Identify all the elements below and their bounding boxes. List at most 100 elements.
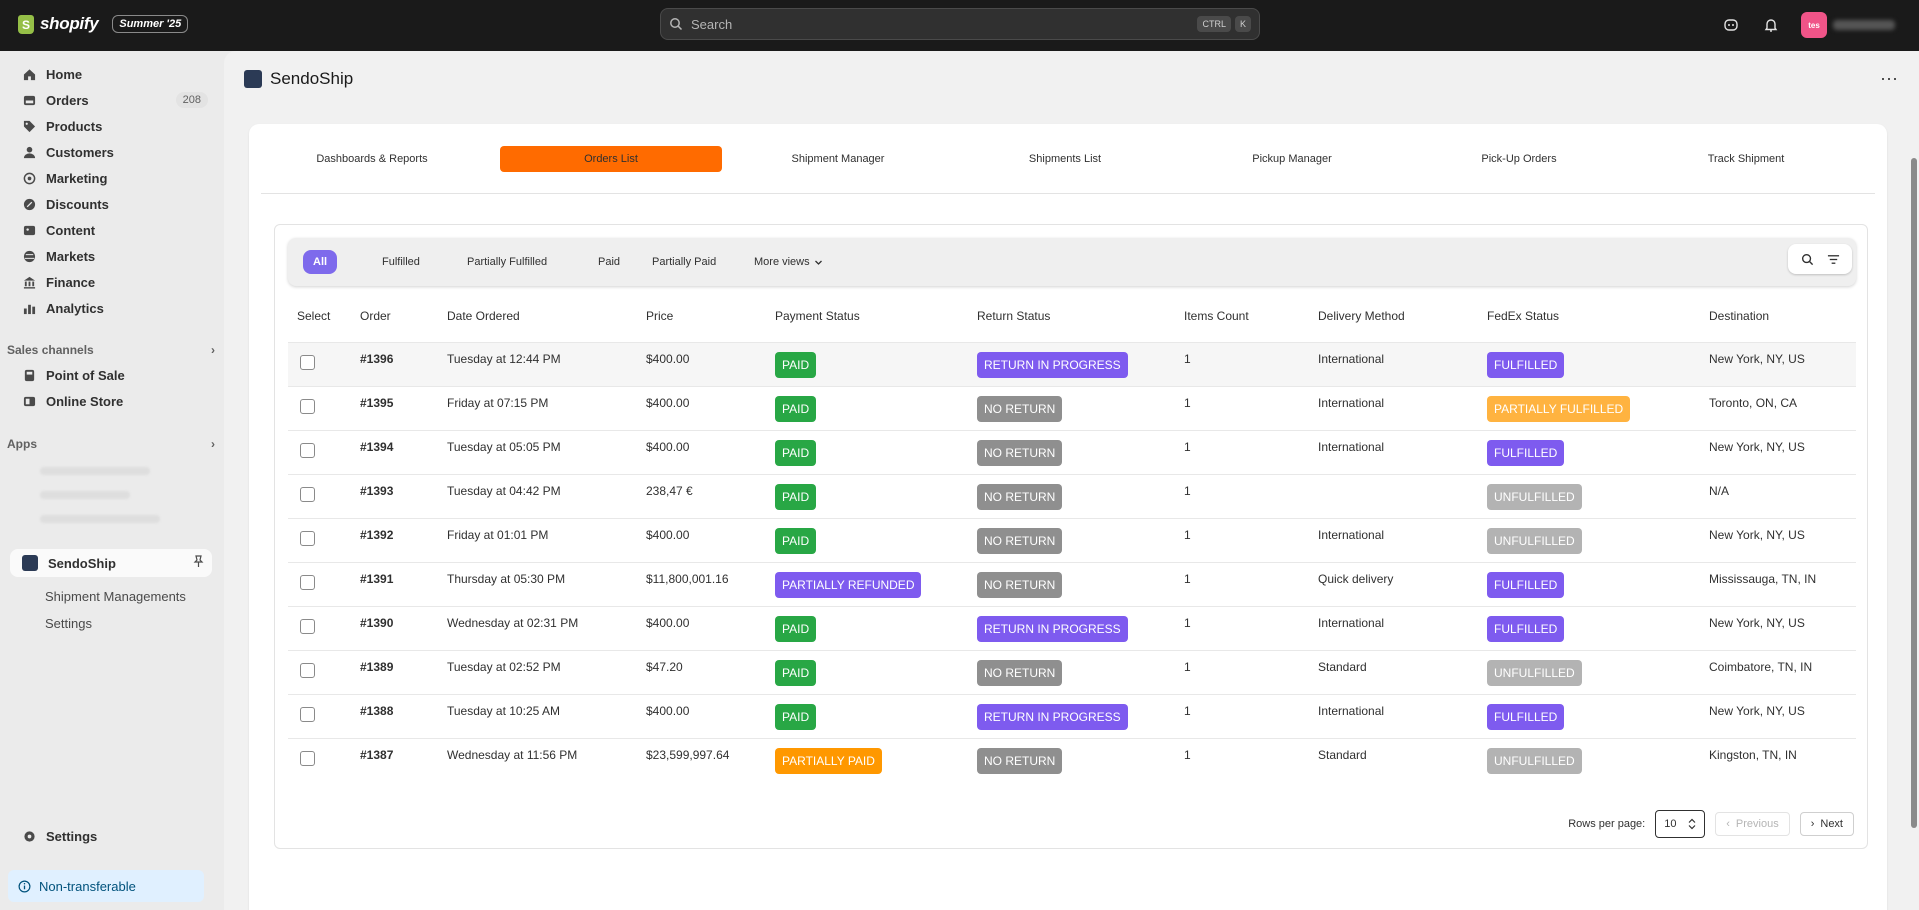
order-number[interactable]: #1393	[360, 484, 394, 498]
filter-all[interactable]: All	[303, 250, 338, 274]
search-bar[interactable]: Search CTRL K	[660, 8, 1260, 40]
sub-item-settings[interactable]: Settings	[45, 616, 92, 631]
delivery-method: International	[1318, 396, 1385, 410]
sidebar-item-content[interactable]: Content	[10, 217, 212, 243]
more-actions-icon[interactable]: ⋯	[1880, 69, 1899, 89]
order-number[interactable]: #1396	[360, 352, 394, 366]
shopify-logo[interactable]: S shopify Summer '25	[18, 14, 189, 34]
order-number[interactable]: #1390	[360, 616, 394, 630]
row-checkbox[interactable]	[300, 575, 315, 590]
table-row[interactable]: #1388 Tuesday at 10:25 AM $400.00 PAID RETUR…	[288, 694, 1856, 738]
sidebar-item-marketing[interactable]: Marketing	[10, 165, 212, 191]
previous-button[interactable]: ‹ Previous	[1715, 812, 1790, 836]
tab-pickup-manager[interactable]: Pickup Manager	[1252, 153, 1332, 165]
edition-badge[interactable]: Summer '25	[112, 15, 189, 33]
scrollbar-thumb[interactable]	[1911, 158, 1917, 828]
column-header: Destination	[1709, 309, 1770, 323]
apps-header[interactable]: Apps ›	[7, 437, 215, 451]
delivery-method: International	[1318, 616, 1385, 630]
search-filter-button[interactable]	[1788, 244, 1852, 274]
table-row[interactable]: #1389 Tuesday at 02:52 PM $47.20 PAID NO RET…	[288, 650, 1856, 694]
tab-shipments-list[interactable]: Shipments List	[1028, 153, 1102, 165]
sidebar-item-analytics[interactable]: Analytics	[10, 295, 212, 321]
tab-dashboards-reports[interactable]: Dashboards & Reports	[316, 153, 428, 165]
row-checkbox[interactable]	[300, 531, 315, 546]
sidebar-item-customers[interactable]: Customers	[10, 139, 212, 165]
items-count: 1	[1184, 660, 1191, 674]
tab-orders-list[interactable]: Orders List	[500, 146, 722, 172]
return-status-badge: NO RETURN	[977, 572, 1063, 598]
non-transferable-label: Non-transferable	[39, 878, 136, 894]
sidekick-icon[interactable]	[1721, 15, 1741, 35]
table-row[interactable]: #1387 Wednesday at 11:56 PM $23,599,997.64…	[288, 738, 1856, 782]
pin-icon[interactable]	[193, 555, 204, 571]
sidebar-item-sendoship[interactable]: SendoShip	[10, 549, 212, 577]
order-number[interactable]: #1392	[360, 528, 394, 542]
more-views-label: More views	[754, 256, 810, 268]
app-card: Dashboards & Reports Orders List Shipmen…	[249, 124, 1887, 910]
filter-fulfilled[interactable]: Fulfilled	[382, 256, 420, 268]
column-header: Price	[646, 309, 674, 323]
order-number[interactable]: #1389	[360, 660, 394, 674]
sidebar-item-finance[interactable]: Finance	[10, 269, 212, 295]
sub-item-shipment-managements[interactable]: Shipment Managements	[45, 589, 186, 604]
sidebar-item-online-store[interactable]: Online Store	[10, 388, 212, 414]
filter-paid[interactable]: Paid	[598, 256, 621, 268]
sales-channels-header[interactable]: Sales channels ›	[7, 343, 215, 357]
table-row[interactable]: #1395 Friday at 07:15 PM $400.00 PAID NO RET…	[288, 386, 1856, 430]
return-status-badge: NO RETURN	[977, 440, 1063, 466]
table-row[interactable]: #1394 Tuesday at 05:05 PM $400.00 PAID NO RE…	[288, 430, 1856, 474]
tab-pick-up-orders[interactable]: Pick-Up Orders	[1481, 153, 1557, 165]
table-row[interactable]: #1396 Tuesday at 12:44 PM $400.00 PAID RETUR…	[288, 342, 1856, 386]
rows-per-page-select[interactable]: 10	[1655, 810, 1706, 838]
sidebar-item-markets[interactable]: Markets	[10, 243, 212, 269]
row-checkbox[interactable]	[300, 443, 315, 458]
row-checkbox[interactable]	[300, 399, 315, 414]
row-checkbox[interactable]	[300, 751, 315, 766]
next-button[interactable]: › Next	[1799, 812, 1854, 836]
table-row[interactable]: #1391 Thursday at 05:30 PM $11,800,001.16 P…	[288, 562, 1856, 606]
order-number[interactable]: #1391	[360, 572, 394, 586]
sidebar-item-discounts[interactable]: Discounts	[10, 191, 212, 217]
row-checkbox[interactable]	[300, 355, 315, 370]
table-row[interactable]: #1390 Wednesday at 02:31 PM $400.00 PAID RET…	[288, 606, 1856, 650]
row-checkbox[interactable]	[300, 663, 315, 678]
order-number[interactable]: #1395	[360, 396, 394, 410]
sidebar-item-products[interactable]: Products	[10, 113, 212, 139]
sidebar-item-home[interactable]: Home	[10, 61, 212, 87]
row-checkbox[interactable]	[300, 619, 315, 634]
search-icon[interactable]	[1801, 253, 1814, 266]
scrollbar[interactable]	[1909, 51, 1919, 910]
filter-partially-fulfilled[interactable]: Partially Fulfilled	[467, 256, 548, 268]
tab-shipment-manager[interactable]: Shipment Manager	[791, 153, 885, 165]
row-checkbox[interactable]	[300, 487, 315, 502]
shopify-bag-icon: S	[18, 14, 34, 34]
blurred-app-item	[40, 467, 150, 475]
payment-status-badge: PAID	[775, 660, 817, 686]
tab-track-shipment[interactable]: Track Shipment	[1707, 153, 1785, 165]
bell-icon[interactable]	[1761, 15, 1781, 35]
table-row[interactable]: #1393 Tuesday at 04:42 PM 238,47 € PAID NO R…	[288, 474, 1856, 518]
filter-partially-paid[interactable]: Partially Paid	[652, 256, 717, 268]
filter-more-views[interactable]: More views	[744, 250, 833, 274]
order-number[interactable]: #1387	[360, 748, 394, 762]
delivery-method: Standard	[1318, 660, 1367, 674]
order-number[interactable]: #1388	[360, 704, 394, 718]
order-number[interactable]: #1394	[360, 440, 394, 454]
sidebar-item-orders[interactable]: Orders 208	[10, 87, 212, 113]
sidebar-item-settings[interactable]: Settings	[10, 823, 212, 849]
store-name-blurred[interactable]	[1833, 20, 1895, 30]
sidebar-item-point-of-sale[interactable]: Point of Sale	[10, 362, 212, 388]
table-row[interactable]: #1392 Friday at 01:01 PM $400.00 PAID NO RET…	[288, 518, 1856, 562]
target-icon	[22, 171, 36, 185]
non-transferable-banner[interactable]: Non-transferable	[8, 870, 204, 902]
main-content: SendoShip ⋯ Dashboards & Reports Orders …	[224, 51, 1919, 910]
fedex-status-badge: FULFILLED	[1487, 352, 1565, 378]
filter-icon[interactable]	[1827, 253, 1840, 266]
info-icon	[18, 880, 31, 892]
sidebar-item-label: Online Store	[46, 393, 124, 409]
fedex-status-badge: FULFILLED	[1487, 572, 1565, 598]
row-checkbox[interactable]	[300, 707, 315, 722]
shortcut-ctrl: CTRL	[1197, 16, 1231, 32]
avatar[interactable]: tes	[1801, 12, 1827, 38]
